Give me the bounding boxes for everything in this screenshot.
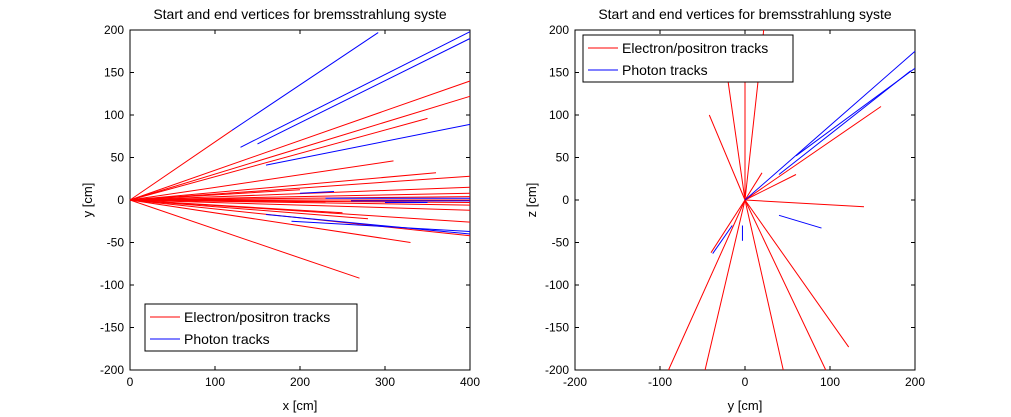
left-x-tick-label: 300 [375,375,395,389]
left-electron-track-line [129,95,471,201]
right-electron-track-line [744,199,850,348]
left-y-axis-label: y [cm] [80,183,95,218]
right-y-tick-label: 200 [549,23,569,37]
right-electron-track-line [727,80,746,201]
left-photon-track-line [240,31,471,148]
left-electron-track-line [129,199,343,214]
left-electron-track-line [129,199,411,243]
left-y-tick-label: -50 [107,236,125,250]
right-photon-track-line [778,70,912,175]
right-y-tick-label: -100 [545,278,569,292]
left-electron-track-line [129,129,233,201]
right-electron-track-line [710,199,746,253]
right-electron-track-line [704,199,746,371]
right-y-tick-label: 50 [556,151,570,165]
left-photon-track-line [265,213,471,235]
left-y-tick-label: 100 [104,108,124,122]
left-chart-title: Start and end vertices for bremsstrahlun… [153,6,447,22]
left-y-tick-label: 200 [104,23,124,37]
left-electron-track-line [129,160,394,201]
left-photon-track-line [299,191,335,194]
right-y-tick-label: -50 [552,236,570,250]
left-legend-box [144,303,358,352]
left-y-tick-label: 0 [117,193,124,207]
right-legend-electron-label: Electron/positron tracks [622,40,768,56]
right-x-tick-label: -100 [648,375,672,389]
right-electron-track-line [668,199,746,371]
left-track-lines [129,31,471,279]
right-electron-track-line [708,114,746,201]
right-legend-box [582,34,794,83]
left-axis-ticks: 0 100 200 300 400 200 150 100 50 0 -50 -100 -150 -200 [100,23,480,389]
left-y-tick-label: -150 [100,321,124,335]
left-electron-track-line [129,199,369,220]
right-x-tick-label: 0 [742,375,749,389]
left-photon-track-line [257,38,471,145]
left-x-tick-label: 0 [127,375,134,389]
left-photon-track-line [231,32,379,131]
right-y-tick-label: -200 [545,363,569,377]
right-x-axis-label: y [cm] [728,398,763,413]
left-photon-track-line [265,123,471,166]
right-x-tick-label: -200 [563,375,587,389]
left-y-tick-label: 50 [111,151,125,165]
left-chart-panel: Start and end vertices for bremsstrahlun… [80,6,480,413]
right-electron-track-line [744,174,797,201]
left-x-tick-label: 200 [290,375,310,389]
right-photon-track-line [778,214,822,229]
right-x-tick-label: 100 [820,375,840,389]
left-x-tick-label: 100 [205,375,225,389]
left-legend-photon-label: Photon tracks [184,331,270,347]
left-y-tick-label: 150 [104,66,124,80]
right-chart-title: Start and end vertices for bremsstrahlun… [598,6,892,22]
right-electron-track-line [744,199,827,371]
left-electron-track-line [129,189,301,201]
left-y-tick-label: -200 [100,363,124,377]
left-photon-track-line [291,220,471,232]
left-electron-track-line [129,175,471,201]
right-photon-track-line [712,225,733,254]
left-legend: Electron/positron tracks Photon tracks [144,303,358,352]
right-axis-ticks: -200 -100 0 100 200 200 150 100 50 0 -50 -100 -150 -2… [545,23,925,389]
right-legend: Electron/positron tracks Photon tracks [582,34,794,83]
right-y-axis-label: z [cm] [524,183,539,218]
right-track-lines [668,29,916,371]
right-legend-photon-label: Photon tracks [622,62,708,78]
right-photon-track-line [744,50,916,201]
right-chart-panel: Start and end vertices for bremsstrahlun… [524,6,925,413]
left-x-tick-label: 400 [460,375,480,389]
left-legend-electron-label: Electron/positron tracks [184,309,330,325]
left-electron-track-line [129,117,428,201]
left-y-tick-label: -100 [100,278,124,292]
left-electron-track-line [129,80,471,201]
right-y-tick-label: 0 [562,193,569,207]
right-electron-track-line [744,199,865,208]
left-electron-track-line [129,199,471,211]
right-x-tick-label: 200 [905,375,925,389]
left-electron-track-line [129,196,471,201]
right-y-tick-label: -150 [545,321,569,335]
left-electron-track-line [129,192,471,201]
left-electron-track-line [129,199,360,279]
left-electron-track-line [129,172,437,201]
right-y-tick-label: 100 [549,108,569,122]
right-electron-track-line [744,106,882,201]
right-electron-track-line [744,172,763,201]
left-x-axis-label: x [cm] [283,398,318,413]
left-electron-track-line [129,199,326,203]
left-electron-track-line [129,186,471,201]
right-y-tick-label: 150 [549,66,569,80]
right-electron-track-line [744,199,784,371]
